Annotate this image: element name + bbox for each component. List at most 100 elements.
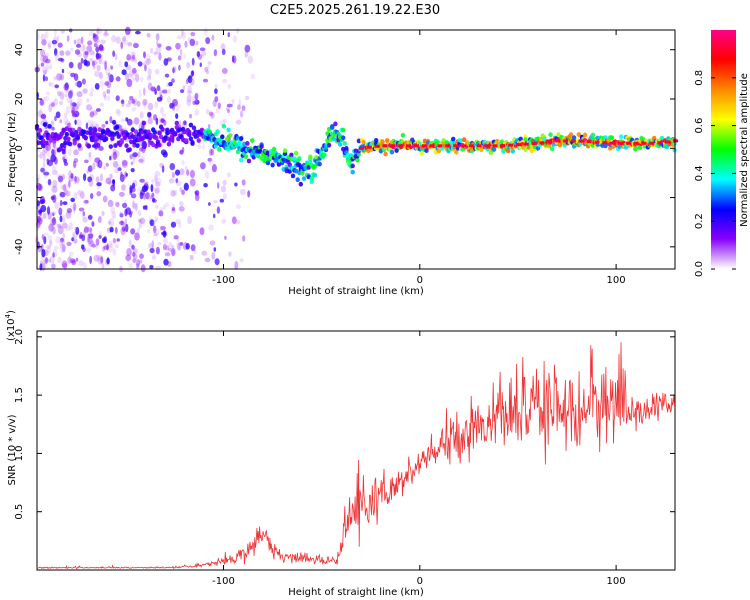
spectrogram-noise-point — [177, 55, 182, 61]
spectrogram-noise-point — [204, 66, 209, 73]
spectrogram-noise-point — [83, 226, 89, 233]
spectrogram-ridge-point — [135, 143, 140, 149]
spectrogram-noise-point — [76, 91, 83, 98]
spectrogram-noise-point — [129, 210, 133, 215]
spectrogram-noise-point — [235, 219, 241, 225]
spectrogram-noise-point — [87, 176, 93, 183]
spectrogram-noise-point — [176, 180, 182, 187]
spectrogram-noise-point — [51, 165, 57, 171]
spectrogram-noise-point — [76, 118, 82, 127]
spectrogram-noise-point — [82, 88, 88, 94]
spectrogram-noise-point — [165, 46, 172, 51]
x-tick-label: 100 — [607, 275, 626, 286]
spectrogram-noise-point — [80, 191, 85, 199]
spectrogram-noise-point — [145, 58, 151, 65]
spectrogram-noise-point — [98, 44, 104, 51]
spectrogram-noise-point — [106, 89, 111, 94]
spectrogram-noise-point — [38, 216, 44, 222]
spectrogram-noise-point — [148, 193, 152, 201]
spectrogram-noise-point — [115, 201, 120, 207]
spectrogram-ridge-point — [323, 145, 329, 151]
spectrogram-noise-point — [233, 260, 238, 269]
spectrogram-noise-point — [154, 68, 160, 75]
spectrogram-noise-point — [41, 61, 45, 67]
spectrogram-noise-point — [76, 80, 83, 88]
spectrogram-noise-point — [52, 248, 58, 257]
spectrogram-ridge-point — [633, 146, 638, 152]
spectrogram-noise-point — [37, 154, 43, 158]
spectrogram-noise-point — [153, 51, 158, 56]
spectrogram-ridge-point — [290, 173, 296, 179]
spectrogram-frame — [36, 29, 676, 270]
spectrogram-peak-mark — [531, 142, 537, 146]
spectrogram-ridge-point — [542, 136, 547, 142]
spectrogram-noise-point — [54, 245, 59, 250]
spectrogram-ridge-point — [188, 136, 194, 142]
spectrogram-noise-point — [68, 90, 73, 99]
spectrogram-noise-point — [110, 206, 115, 215]
spectrogram-noise-point — [47, 179, 52, 186]
colorbar-tick-label: 0.0 — [694, 261, 705, 277]
spectrogram-noise-point — [221, 218, 227, 224]
spectrogram-peak-mark — [633, 141, 639, 145]
spectrogram-noise-point — [47, 43, 51, 49]
spectrogram-noise-point — [163, 258, 169, 266]
spectrogram-noise-point — [201, 250, 208, 256]
spectrogram-noise-point — [210, 112, 215, 119]
spectrogram-ridge-point — [462, 137, 467, 143]
spectrogram-peak-mark — [649, 141, 655, 145]
spectrogram-noise-point — [121, 69, 127, 76]
spectrogram-ridge-point — [293, 150, 299, 156]
spectrogram-ridge-point — [47, 124, 52, 129]
spectrogram-noise-point — [125, 103, 132, 108]
spectrogram-ridge-point — [292, 156, 297, 162]
spectrogram-noise-point — [84, 51, 89, 56]
spectrogram-noise-point — [194, 99, 200, 105]
spectrogram-ridge-point — [122, 135, 128, 141]
spectrogram-noise-point — [129, 69, 134, 78]
spectrogram-ridge-point — [394, 148, 399, 153]
spectrogram-peak-mark — [586, 140, 592, 144]
spectrogram-noise-point — [71, 110, 77, 120]
spectrogram-ridge-point — [237, 141, 242, 147]
spectrogram-noise-point — [131, 106, 137, 112]
spectrogram-noise-point — [222, 193, 227, 200]
spectrogram-noise-point — [125, 223, 129, 233]
spectrogram-noise-point — [115, 108, 121, 115]
spectrogram-peak-mark — [602, 141, 608, 145]
spectrogram-noise-point — [169, 102, 174, 109]
spectrogram-ridge-point — [265, 160, 271, 166]
spectrogram-peak-mark — [366, 145, 372, 149]
spectrogram-noise-point — [42, 118, 47, 123]
spectrogram-noise-point — [159, 94, 163, 101]
spectrogram-noise-point — [179, 187, 183, 193]
spectrogram-ridge-point — [239, 136, 244, 141]
spectrogram-noise-point — [234, 260, 239, 269]
spectrogram-noise-point — [151, 192, 155, 198]
spectrogram-noise-point — [68, 222, 74, 230]
spectrogram-noise-point — [186, 94, 192, 103]
spectrogram-noise-point — [136, 100, 141, 107]
spectrogram-noise-point — [202, 142, 205, 151]
snr-multiplier-close: ) — [6, 310, 17, 314]
spectrogram-noise-point — [89, 255, 92, 265]
spectrogram-noise-point — [106, 257, 110, 265]
spectrogram-noise-point — [181, 189, 185, 195]
spectrogram-noise-point — [41, 150, 46, 156]
spectrogram-ridge-point — [385, 138, 390, 143]
spectrogram-noise-point — [57, 256, 62, 264]
spectrogram-noise-point — [138, 89, 142, 98]
spectrogram-noise-point — [139, 192, 144, 200]
spectrogram-peak-mark — [665, 140, 671, 144]
spectrogram-noise-point — [178, 120, 182, 125]
spectrogram-noise-point — [139, 220, 143, 229]
spectrogram-noise-point — [202, 78, 209, 83]
spectrogram-noise-point — [112, 50, 116, 57]
spectrogram-noise-point — [124, 26, 131, 36]
spectrogram-peak-mark — [516, 143, 521, 147]
spectrogram-noise-point — [101, 124, 106, 128]
spectrogram-noise-point — [98, 45, 105, 52]
spectrogram-ridge-point — [152, 130, 157, 135]
spectrogram-noise-point — [104, 94, 107, 101]
spectrogram-noise-point — [73, 39, 77, 45]
